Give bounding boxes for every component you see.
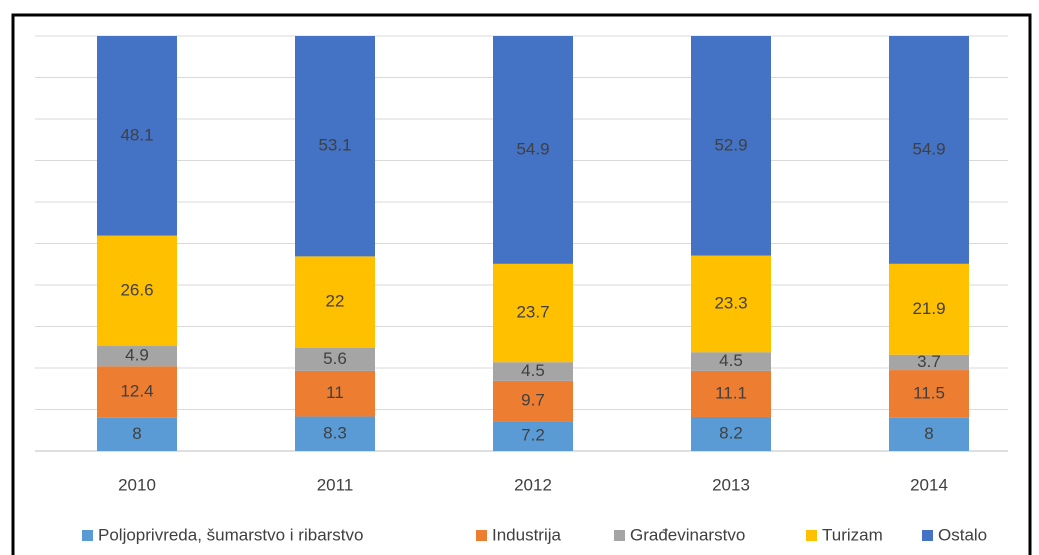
bar-segment (295, 370, 375, 417)
legend-label: Ostalo (938, 525, 987, 544)
bar-segment (97, 366, 177, 418)
legend-swatch (614, 530, 625, 541)
bar-segment (295, 256, 375, 348)
bar-segment (889, 417, 969, 451)
legend-label: Industrija (492, 525, 562, 544)
bar-segment (691, 352, 771, 371)
data-label: 23.7 (516, 302, 549, 321)
data-label: 3.7 (917, 352, 941, 371)
bar-segment (97, 417, 177, 451)
data-label: 8 (924, 424, 933, 443)
x-tick-label: 2013 (712, 475, 750, 494)
data-label: 4.9 (125, 346, 149, 365)
bar-segment (295, 347, 375, 371)
data-label: 8.3 (323, 423, 347, 442)
legend-swatch (922, 530, 933, 541)
bar-segment (97, 36, 177, 236)
bar-segment (691, 36, 771, 256)
bar-segment (691, 416, 771, 451)
x-tick-label: 2011 (317, 475, 354, 494)
legend-label: Poljoprivreda, šumarstvo i ribarstvo (98, 525, 363, 544)
data-label: 48.1 (120, 125, 153, 144)
data-label: 11 (326, 383, 344, 402)
data-label: 11.5 (913, 383, 945, 402)
data-label: 52.9 (714, 135, 747, 154)
bar-segment (691, 370, 771, 417)
data-label: 8.2 (719, 423, 743, 442)
legend-label: Turizam (822, 525, 883, 544)
data-label: 54.9 (516, 139, 549, 158)
bar-segment (691, 255, 771, 353)
data-label: 12.4 (120, 382, 153, 401)
bar-segment (889, 370, 969, 418)
x-tick-label: 2012 (514, 475, 552, 494)
data-label: 26.6 (120, 280, 153, 299)
data-label: 54.9 (912, 139, 945, 158)
data-label: 21.9 (912, 299, 945, 318)
data-label: 11.1 (715, 383, 747, 402)
data-label: 7.2 (521, 426, 545, 445)
bar-segment (889, 36, 969, 264)
bar-segment (889, 263, 969, 355)
bar-segment (493, 36, 573, 264)
bar-segment (493, 380, 573, 422)
data-label: 23.3 (714, 293, 747, 312)
legend-swatch (806, 530, 817, 541)
bar-segment (889, 354, 969, 371)
data-label: 5.6 (323, 349, 347, 368)
data-label: 8 (132, 424, 141, 443)
frame (11, 13, 1032, 555)
bar-segment (493, 263, 573, 363)
legend-swatch (82, 530, 93, 541)
bar-segment (295, 36, 375, 257)
x-tick-label: 2014 (910, 475, 948, 494)
legend-label: Građevinarstvo (630, 525, 745, 544)
data-label: 9.7 (521, 390, 545, 409)
bar-segment (97, 235, 177, 347)
data-label: 22 (326, 291, 345, 310)
bar-segment (97, 346, 177, 367)
bar-segment (493, 362, 573, 381)
bar-segment (295, 416, 375, 451)
data-label: 53.1 (318, 136, 351, 155)
legend-swatch (476, 530, 487, 541)
x-tick-label: 2010 (118, 475, 156, 494)
bar-segment (493, 421, 573, 451)
data-label: 4.5 (719, 351, 743, 370)
data-label: 4.5 (521, 361, 545, 380)
